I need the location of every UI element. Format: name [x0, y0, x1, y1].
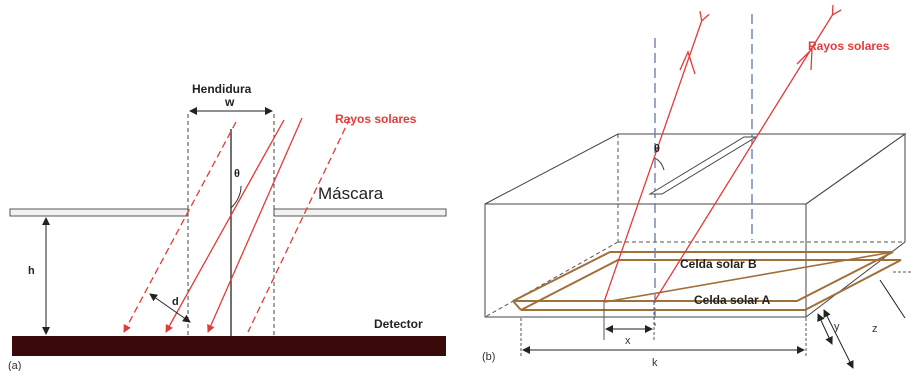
height-label: h [28, 265, 35, 277]
slit-label: Hendidura [192, 82, 252, 96]
y-label: y [834, 321, 840, 333]
cell-b-label: Celda solar B [680, 257, 757, 271]
theta-label-b: θ [654, 143, 660, 155]
top-slit [650, 137, 756, 194]
panel-b: Rayos solares θ Celda solar B Celda sola… [482, 14, 912, 369]
solar-ray-dashed-1 [124, 122, 236, 332]
k-label: k [652, 357, 658, 369]
solar-ray-dashed-2 [248, 118, 350, 332]
detector-bar [12, 336, 446, 356]
panel-a: Hendidura w Rayos solares Máscara θ h d … [8, 82, 446, 371]
x-label: x [625, 335, 631, 347]
z-dimension-arrow [824, 310, 853, 368]
z-dimension-arrow-2 [880, 280, 905, 318]
solar-ray-solid-2 [208, 118, 302, 332]
cell-a-label: Celda solar A [694, 293, 771, 307]
box-hidden-edge-depth [485, 242, 618, 317]
theta-arc [231, 186, 241, 208]
z-label: z [872, 323, 878, 335]
solar-ray-solid-1 [166, 120, 284, 332]
offset-label: d [172, 296, 179, 308]
panel-a-label: (a) [8, 360, 21, 371]
offset-dimension-arrow [150, 294, 190, 322]
rays-label-b: Rayos solares [808, 39, 890, 53]
mask-label: Máscara [318, 184, 384, 203]
panel-b-label: (b) [482, 351, 495, 363]
width-label: w [224, 95, 235, 109]
theta-arc-b [655, 158, 664, 170]
mask-left-plate [10, 209, 188, 216]
theta-label-a: θ [234, 168, 240, 180]
rays-label-a: Rayos solares [335, 112, 417, 126]
detector-label: Detector [374, 317, 423, 331]
solar-cell-a-edge [513, 301, 521, 310]
y-dimension-arrow [818, 314, 832, 344]
mask-right-plate [274, 209, 446, 216]
